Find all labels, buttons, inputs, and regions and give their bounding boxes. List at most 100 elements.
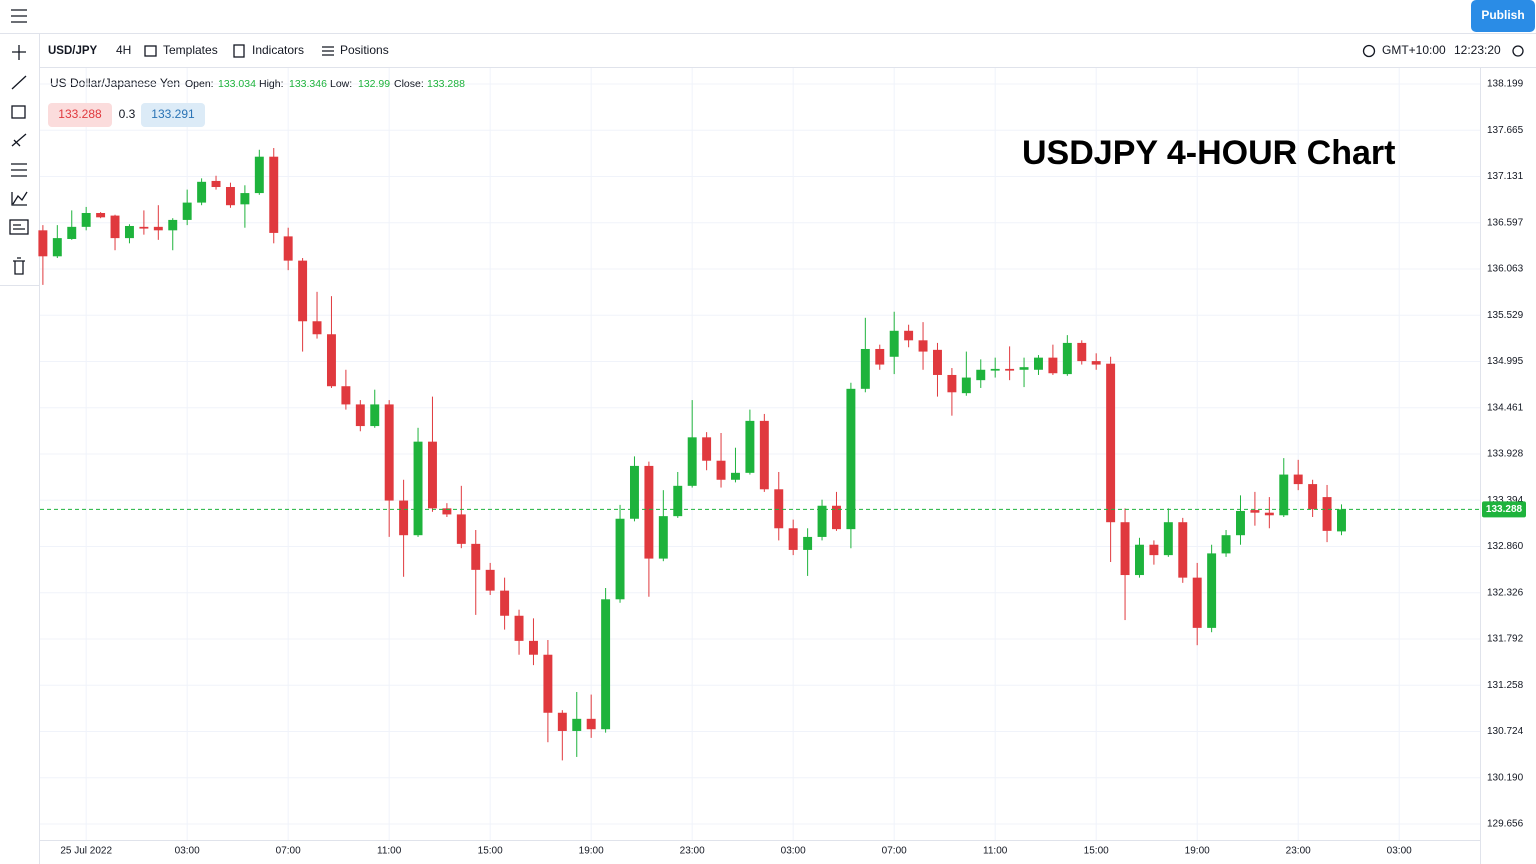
sell-box[interactable] xyxy=(48,103,112,127)
candle-body xyxy=(38,230,48,257)
candle-body xyxy=(225,187,235,206)
candle-body xyxy=(904,330,914,341)
y-tick-label: 131.258 xyxy=(1487,680,1524,691)
y-tick-label: 135.529 xyxy=(1487,310,1524,321)
y-tick-label: 134.461 xyxy=(1487,402,1524,413)
candle-body xyxy=(197,181,207,203)
candle-body xyxy=(110,215,120,239)
candle-body xyxy=(96,212,106,218)
publish-button[interactable]: Publish xyxy=(1471,0,1535,32)
candle-body xyxy=(1279,474,1289,516)
ohlc-value: 133.034 xyxy=(218,78,256,90)
candle-body xyxy=(514,615,524,641)
x-tick-label: 15:00 xyxy=(1084,846,1109,857)
candle-body xyxy=(933,349,942,375)
x-tick-label: 07:00 xyxy=(276,846,301,857)
candle-body xyxy=(745,420,755,473)
candle-body xyxy=(572,718,582,731)
x-tick-label: 03:00 xyxy=(175,846,200,857)
candle-body xyxy=(788,528,798,550)
candle-body xyxy=(543,654,553,713)
candle-body xyxy=(384,404,394,501)
x-tick-label: 23:00 xyxy=(1286,846,1311,857)
candle-body xyxy=(774,489,784,529)
templates-icon xyxy=(144,45,157,57)
candle-body xyxy=(52,238,62,257)
candle-body xyxy=(1221,535,1231,554)
positions[interactable]: Positions xyxy=(340,43,389,57)
timezone[interactable]: GMT+10:00 xyxy=(1382,43,1446,57)
y-tick-label: 134.995 xyxy=(1487,356,1524,367)
x-tick-label: 23:00 xyxy=(680,846,705,857)
candles xyxy=(38,148,1480,761)
candle-body xyxy=(1019,367,1029,370)
candle-body xyxy=(528,640,538,655)
templates[interactable]: Templates xyxy=(163,43,218,57)
sell-price: 133.288 xyxy=(58,107,102,121)
candle-body xyxy=(1149,544,1159,556)
candle-body xyxy=(1034,357,1043,370)
x-tick-label: 19:00 xyxy=(1185,846,1210,857)
candle-body xyxy=(456,514,466,544)
candle-body xyxy=(875,348,885,365)
candle-body xyxy=(312,321,322,335)
candle-body xyxy=(298,260,308,322)
candle-body xyxy=(153,226,163,231)
candle-body xyxy=(702,437,712,461)
candle-body xyxy=(1135,544,1144,576)
candle-body xyxy=(413,441,423,536)
candle-body xyxy=(629,465,639,519)
x-tick-label: 03:00 xyxy=(1387,846,1412,857)
candle-body xyxy=(658,516,668,559)
instrument: US Dollar/Japanese Yen xyxy=(50,76,180,90)
y-tick-label: 138.199 xyxy=(1487,79,1524,90)
candle-body xyxy=(918,340,928,352)
interval[interactable]: 4H xyxy=(116,43,131,57)
candle-body xyxy=(730,472,740,480)
menu-button[interactable] xyxy=(11,9,27,23)
indicators[interactable]: Indicators xyxy=(252,43,304,57)
y-tick-label: 131.792 xyxy=(1487,634,1524,645)
candle-body xyxy=(254,156,264,194)
y-tick-label: 130.724 xyxy=(1487,726,1524,737)
drawing-tools[interactable] xyxy=(9,45,29,275)
x-tick-label: 03:00 xyxy=(781,846,806,857)
candle-body xyxy=(1106,363,1116,523)
candle-body xyxy=(846,388,856,530)
ohlc-value: 133.288 xyxy=(427,78,465,90)
ohlc-label: Low: xyxy=(330,78,352,90)
candle-body xyxy=(500,590,510,616)
candle-body xyxy=(427,441,437,509)
candle-body xyxy=(1163,522,1173,556)
ohlc-label: Open: xyxy=(185,78,214,90)
candle-body xyxy=(1322,497,1332,531)
settings-icon[interactable] xyxy=(1512,45,1524,57)
chart-title: USDJPY 4-HOUR Chart xyxy=(1022,134,1395,172)
publish-label: Publish xyxy=(1481,8,1524,22)
indicators-icon xyxy=(233,44,245,58)
candle-body xyxy=(240,193,250,205)
x-tick-label: 19:00 xyxy=(579,846,604,857)
candle-body xyxy=(1337,509,1346,532)
candle-body xyxy=(124,225,134,239)
y-tick-label: 130.190 xyxy=(1487,772,1524,783)
candle-body xyxy=(1005,368,1015,371)
x-tick-label: 15:00 xyxy=(478,846,503,857)
y-tick-label: 133.928 xyxy=(1487,449,1524,460)
globe-icon xyxy=(1362,44,1376,58)
candle-body xyxy=(673,485,683,517)
y-tick-label: 136.063 xyxy=(1487,264,1524,275)
x-tick-label: 11:00 xyxy=(983,846,1008,857)
candle-body xyxy=(976,369,986,381)
x-tick-label: 25 Jul 2022 xyxy=(60,846,112,857)
ohlc-value: 132.99 xyxy=(358,78,390,90)
candle-body xyxy=(615,518,625,600)
symbol[interactable]: USD/JPY xyxy=(48,45,98,57)
candle-body xyxy=(182,202,192,220)
candle-body xyxy=(1077,342,1087,362)
buy-box[interactable] xyxy=(141,103,205,127)
candle-body xyxy=(442,508,452,515)
ohlc-label: High: xyxy=(259,78,284,90)
candle-body xyxy=(399,500,409,536)
candle-body xyxy=(81,212,91,227)
